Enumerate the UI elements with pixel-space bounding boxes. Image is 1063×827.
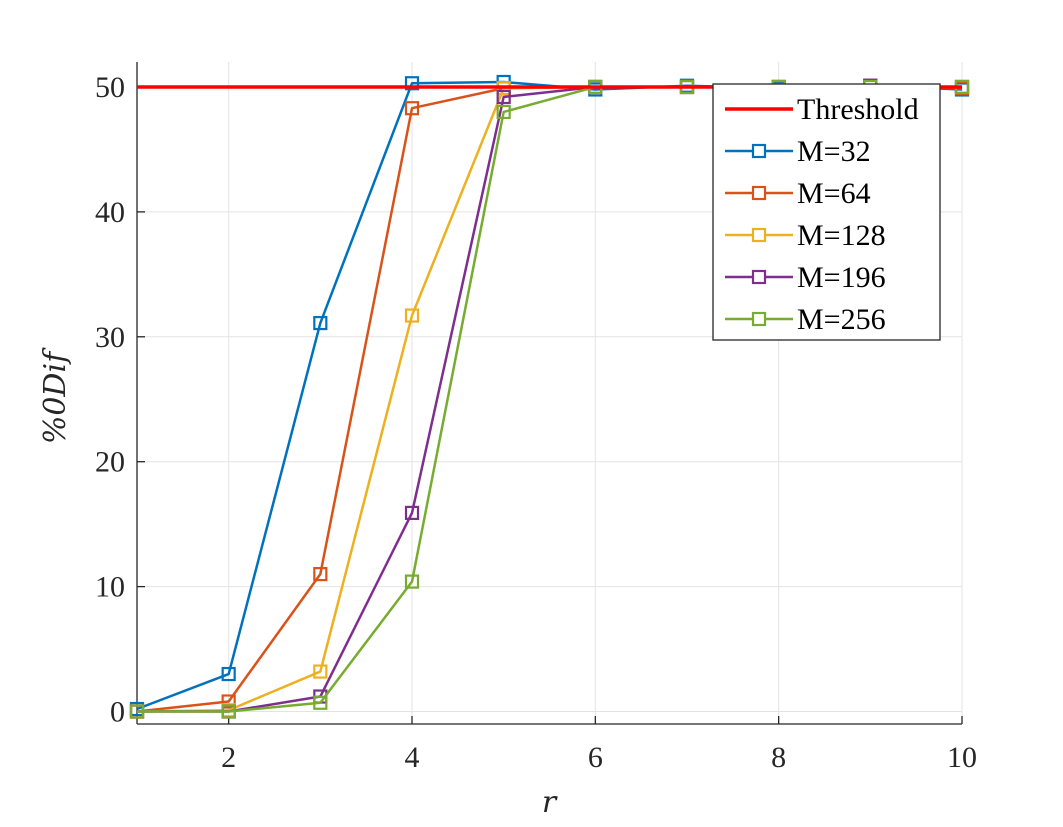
legend-box: [712, 83, 941, 341]
data-point: [313, 315, 328, 331]
data-point: [313, 567, 328, 582]
data-point: [404, 308, 420, 323]
y-tick-label: 50: [95, 71, 125, 104]
y-tick-label: 10: [95, 571, 125, 604]
legend: Threshold M=32 M=64 M=128 M=196 M=256: [712, 83, 941, 341]
data-point: [221, 704, 236, 719]
x-tick-label: 8: [771, 741, 786, 774]
axes: [136, 62, 962, 725]
legend-marker: [751, 269, 767, 285]
y-tick-label: 30: [95, 321, 125, 354]
x-tick-label: 10: [947, 741, 977, 774]
ticks: 2 4 6 8 10 0 10 20 30 40 50: [95, 71, 977, 774]
y-tick-label: 40: [95, 196, 125, 229]
legend-marker: [751, 227, 767, 243]
data-point: [404, 574, 420, 589]
data-point: [221, 666, 236, 682]
y-tick-label: 0: [110, 696, 125, 729]
x-tick-label: 2: [221, 741, 236, 774]
legend-marker: [751, 185, 767, 201]
data-point: [404, 101, 420, 116]
data-point: [221, 694, 236, 709]
x-tick-label: 4: [405, 741, 420, 774]
legend-label: M=64: [797, 177, 871, 210]
x-axis-label: r: [542, 785, 558, 820]
data-point: [404, 76, 420, 91]
legend-label: M=32: [797, 135, 871, 168]
data-point: [313, 695, 328, 710]
data-point: [496, 89, 511, 105]
legend-label: M=128: [797, 219, 886, 252]
data-point: [496, 104, 511, 120]
data-point: [129, 704, 145, 719]
legend-label: M=256: [797, 303, 886, 336]
y-axis-label: %0Dif: [38, 347, 73, 444]
x-tick-label: 6: [588, 741, 603, 774]
legend-label: Threshold: [797, 93, 919, 126]
legend-label: M=196: [797, 261, 886, 294]
y-tick-label: 20: [95, 446, 125, 479]
data-point: [404, 505, 420, 521]
data-point: [313, 664, 328, 679]
legend-marker: [751, 311, 767, 327]
legend-marker: [751, 143, 767, 159]
